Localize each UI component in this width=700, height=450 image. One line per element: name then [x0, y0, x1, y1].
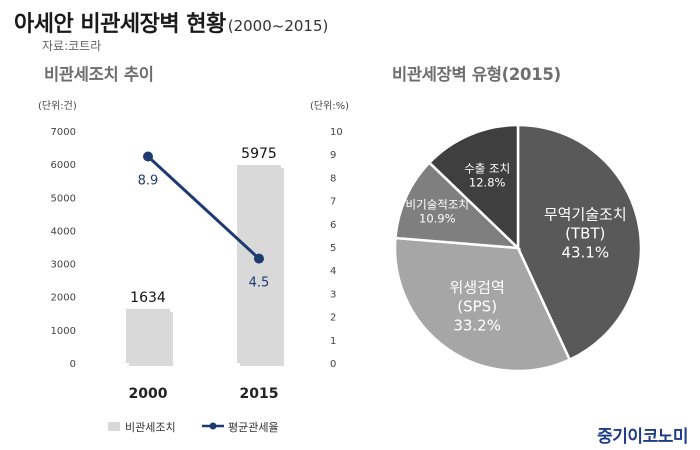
right-axis-unit: (단위:%)	[310, 99, 349, 112]
publisher-logo: 중기이코노미	[597, 427, 688, 447]
right-tick-label: 3	[330, 289, 336, 300]
right-tick-label: 5	[330, 243, 336, 254]
left-tick-label: 0	[70, 359, 76, 370]
pie-slice-percent: 12.8%	[469, 176, 506, 190]
tariff-rate-label: 4.5	[249, 276, 270, 291]
left-section-title: 비관세조치 추이	[44, 65, 154, 84]
left-axis-unit: (단위:건)	[38, 99, 77, 112]
left-tick-label: 5000	[51, 193, 76, 204]
pie-slice-label: (SPS)	[457, 298, 497, 316]
left-tick-label: 2000	[51, 293, 76, 304]
left-tick-label: 3000	[51, 260, 76, 271]
left-tick-label: 4000	[51, 226, 76, 237]
pie-slice-label: 무역기술조치	[544, 205, 627, 223]
left-tick-label: 1000	[51, 326, 76, 337]
bar-2015	[237, 164, 281, 363]
right-tick-label: 9	[330, 150, 336, 161]
bar-value-label: 1634	[130, 290, 166, 306]
tariff-rate-line	[146, 155, 261, 260]
tariff-rate-point	[143, 151, 153, 162]
right-tick-label: 6	[330, 220, 336, 231]
legend-bar-label: 비관세조치	[125, 421, 176, 434]
category-label: 2015	[240, 386, 279, 402]
pie-slice	[427, 123, 520, 251]
pie-slice-label: 비기술적조치	[406, 198, 469, 212]
pie-slice	[394, 160, 522, 250]
tariff-rate-point	[254, 253, 264, 264]
pie-slice-percent: 10.9%	[419, 212, 456, 226]
main-title: 아세안 비관세장벽 현황	[14, 12, 226, 37]
left-tick-label: 7000	[51, 127, 76, 138]
right-tick-label: 2	[330, 313, 336, 324]
title-period: (2000~2015)	[227, 17, 329, 35]
pie-slice-label: (TBT)	[565, 224, 605, 242]
right-tick-label: 7	[330, 197, 336, 208]
pie-slice-percent: 33.2%	[453, 317, 501, 335]
pie-slice	[516, 123, 643, 362]
category-label: 2000	[129, 386, 168, 402]
page-title: 아세안 비관세장벽 현황 (2000~2015)	[14, 6, 328, 38]
source-note: 자료:코트라	[42, 39, 102, 53]
tariff-rate-label: 8.9	[138, 174, 159, 189]
right-tick-label: 8	[330, 173, 336, 184]
bar-2000	[126, 308, 170, 363]
left-tick-label: 6000	[51, 160, 76, 171]
legend-line-marker	[209, 422, 217, 430]
pie-slice-percent: 43.1%	[561, 243, 609, 261]
right-tick-label: 0	[330, 359, 336, 370]
pie-slice-label: 위생검역	[450, 279, 505, 297]
right-section-title: 비관세장벽 유형(2015)	[392, 65, 561, 84]
right-tick-label: 1	[330, 336, 336, 347]
legend-line-label: 평균관세율	[228, 421, 279, 434]
legend-bar-swatch	[108, 422, 120, 431]
right-tick-label: 10	[330, 127, 343, 138]
pie-slice	[393, 236, 572, 373]
bar-value-label: 5975	[241, 146, 277, 162]
right-tick-label: 4	[330, 266, 336, 277]
pie-slice-label: 수출 조치	[464, 162, 510, 176]
